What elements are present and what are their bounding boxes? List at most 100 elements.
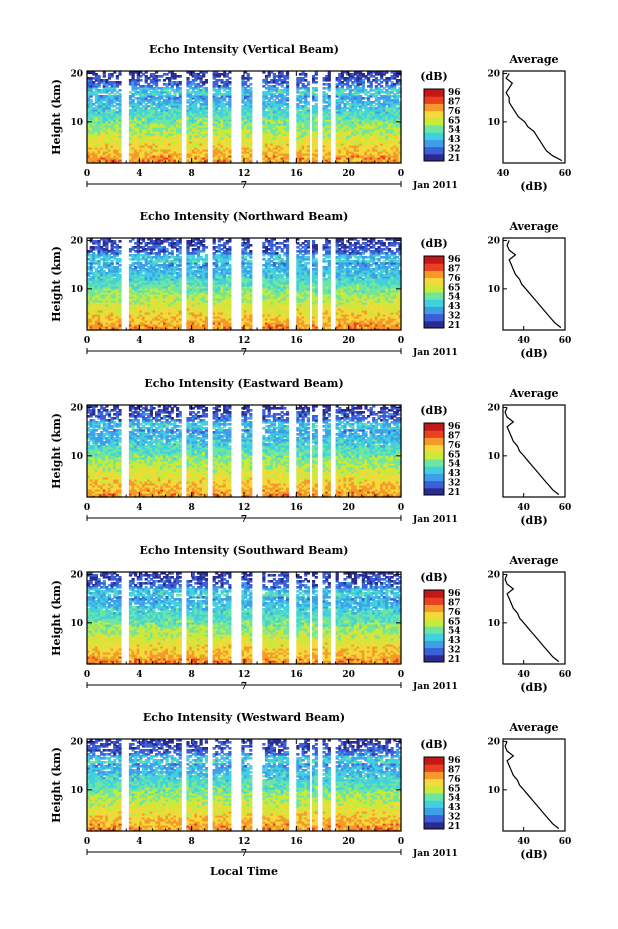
heatmap-cell	[353, 71, 358, 74]
heatmap-cell	[246, 129, 250, 132]
heatmap-cell	[372, 127, 376, 130]
heatmap-cell	[369, 89, 373, 92]
heatmap-cell	[147, 135, 151, 138]
heatmap-cell	[191, 153, 195, 156]
heatmap-cell	[155, 131, 159, 134]
heatmap-cell	[170, 139, 174, 142]
heatmap-cell	[92, 145, 96, 148]
heatmap-cell	[212, 115, 216, 118]
heatmap-cell	[353, 127, 358, 130]
heatmap-cell	[94, 101, 98, 104]
heatmap-cell	[351, 77, 355, 80]
heatmap-cell	[100, 133, 104, 136]
heatmap-cell	[92, 87, 96, 90]
heatmap-cell	[338, 121, 342, 124]
heatmap-cell	[322, 105, 326, 108]
heatmap-cell	[173, 75, 177, 78]
heatmap-cell	[241, 147, 245, 150]
heatmap-cell	[168, 101, 172, 104]
heatmap-cell	[220, 111, 224, 114]
heatmap-cell	[191, 115, 195, 118]
heatmap-cell	[131, 75, 135, 78]
heatmap-cell	[280, 157, 284, 160]
heatmap-cell	[325, 161, 329, 164]
heatmap-cell	[199, 147, 203, 150]
heatmap-cell	[168, 115, 172, 118]
heatmap-cell	[346, 81, 350, 84]
heatmap-cell	[131, 123, 135, 126]
heatmap-cell	[202, 115, 206, 118]
heatmap-cell	[162, 131, 167, 134]
heatmap-cell	[327, 95, 331, 98]
heatmap-cell	[199, 95, 203, 98]
heatmap-cell	[272, 115, 276, 118]
heatmap-cell	[351, 143, 355, 146]
heatmap-cell	[249, 147, 253, 150]
heatmap-cell	[149, 85, 153, 88]
heatmap-cell	[249, 111, 253, 114]
heatmap-cell	[225, 145, 229, 148]
heatmap-cell	[343, 137, 347, 140]
heatmap-cell	[186, 105, 190, 108]
heatmap-cell	[327, 111, 331, 114]
heatmap-cell	[97, 159, 101, 162]
heatmap-cell	[189, 87, 193, 90]
heatmap-cell	[194, 101, 198, 104]
heatmap-cell	[199, 127, 203, 130]
heatmap-cell	[141, 93, 146, 96]
heatmap-cell	[223, 105, 227, 108]
heatmap-cell	[327, 77, 331, 80]
heatmap-cell	[301, 149, 305, 152]
heatmap-cell	[220, 133, 224, 136]
heatmap-cell	[304, 123, 308, 126]
heatmap-cell	[97, 79, 101, 82]
heatmap-cell	[395, 141, 399, 144]
heatmap-cell	[228, 143, 232, 146]
heatmap-cell	[395, 149, 399, 152]
heatmap-cell	[306, 157, 310, 160]
heatmap-cell	[270, 151, 274, 154]
heatmap-cell	[262, 99, 266, 102]
heatmap-cell	[298, 93, 303, 96]
heatmap-cell	[382, 99, 386, 102]
heatmap-cell	[325, 153, 329, 156]
heatmap-cell	[382, 101, 386, 104]
heatmap-cell	[369, 123, 373, 126]
heatmap-cell	[168, 93, 172, 96]
heatmap-cell	[136, 73, 140, 76]
heatmap-cell	[340, 111, 344, 114]
heatmap-cell	[118, 129, 122, 132]
heatmap-cell	[364, 105, 368, 108]
heatmap-cell	[157, 111, 161, 114]
heatmap-cell	[165, 91, 169, 94]
heatmap-cell	[270, 145, 274, 148]
heatmap-cell	[244, 141, 248, 144]
heatmap-cell	[147, 157, 151, 160]
heatmap-cell	[191, 159, 195, 162]
heatmap-cell	[131, 117, 135, 120]
heatmap-cell	[94, 159, 98, 162]
heatmap-cell	[217, 145, 221, 148]
heatmap-cell	[385, 71, 389, 74]
heatmap-cell	[87, 322, 91, 325]
heatmap-cell	[385, 107, 389, 110]
heatmap-cell	[398, 81, 402, 84]
heatmap-cell	[100, 95, 104, 98]
heatmap-cell	[128, 91, 133, 94]
heatmap-cell	[327, 121, 331, 124]
heatmap-cell	[325, 115, 329, 118]
heatmap-cell	[165, 107, 169, 110]
heatmap-cell	[215, 149, 219, 152]
heatmap-cell	[134, 143, 138, 146]
heatmap-cell	[249, 137, 253, 140]
heatmap-cell	[338, 141, 342, 144]
heatmap-cell	[285, 123, 290, 126]
heatmap-cell	[380, 81, 384, 84]
heatmap-cell	[110, 111, 114, 114]
heatmap-cell	[152, 75, 156, 78]
heatmap-cell	[244, 107, 248, 110]
heatmap-cell	[359, 147, 363, 150]
heatmap-cell	[367, 97, 371, 100]
heatmap-cell	[225, 147, 229, 150]
heatmap-cell	[278, 129, 282, 132]
